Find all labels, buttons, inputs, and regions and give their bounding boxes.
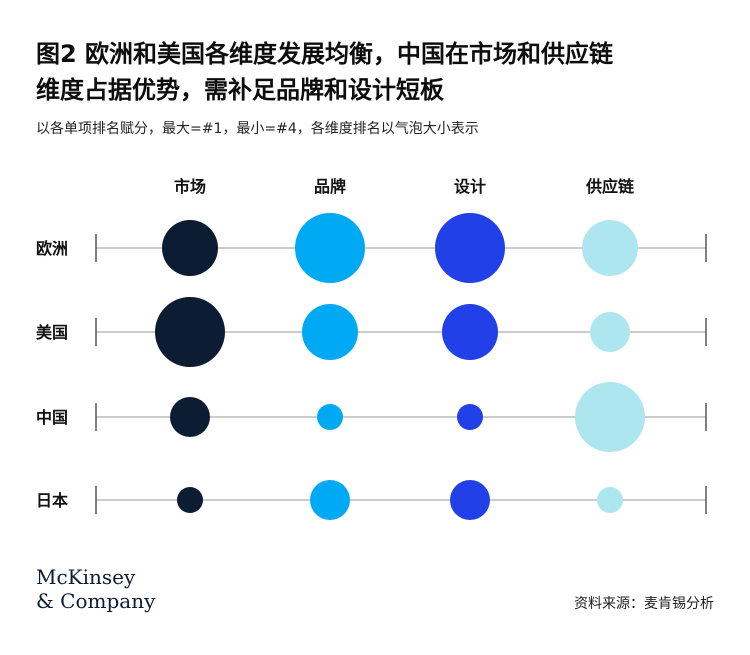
chart-subtitle: 以各单项排名赋分，最大=#1，最小=#4，各维度排名以气泡大小表示 [36,121,479,137]
column-header-2: 品牌 [314,177,346,196]
logo-line1: McKinsey [36,565,136,589]
column-header-1: 市场 [174,177,206,196]
bubble-row1-col4 [582,220,638,276]
logo-line2: & Company [36,589,156,613]
bubble-row1-col2 [295,213,365,283]
bubble-row3-col3 [457,404,483,430]
bubble-row3-col2 [317,404,343,430]
bubble-row1-col1 [162,220,218,276]
mckinsey-logo: McKinsey & Company [36,565,236,613]
bubble-row4-col1 [177,487,203,513]
row-label-4: 日本 [36,491,68,510]
bubble-row4-col2 [310,480,350,520]
column-header-3: 设计 [454,177,486,196]
chart-title-line2: 维度占据优势，需补足品牌和设计短板 [36,76,444,104]
bubble-row4-col4 [597,487,623,513]
bubble-row3-col4 [575,382,645,452]
source-note: 资料来源：麦肯锡分析 [574,596,714,612]
chart-title-line1: 图2 欧洲和美国各维度发展均衡，中国在市场和供应链 [36,40,614,68]
bubble-row2-col1 [155,297,225,367]
bubble-row4-col3 [450,480,490,520]
bubble-row2-col3 [442,304,498,360]
chart-title: 图2 欧洲和美国各维度发展均衡，中国在市场和供应链 维度占据优势，需补足品牌和设… [36,36,726,108]
row-label-2: 美国 [36,323,68,342]
column-header-4: 供应链 [585,177,635,196]
bubble-row1-col3 [435,213,505,283]
bubble-row2-col4 [590,312,630,352]
bubble-row3-col1 [170,397,210,437]
bubble-row2-col2 [302,304,358,360]
row-label-1: 欧洲 [36,239,68,258]
row-label-3: 中国 [36,408,68,427]
